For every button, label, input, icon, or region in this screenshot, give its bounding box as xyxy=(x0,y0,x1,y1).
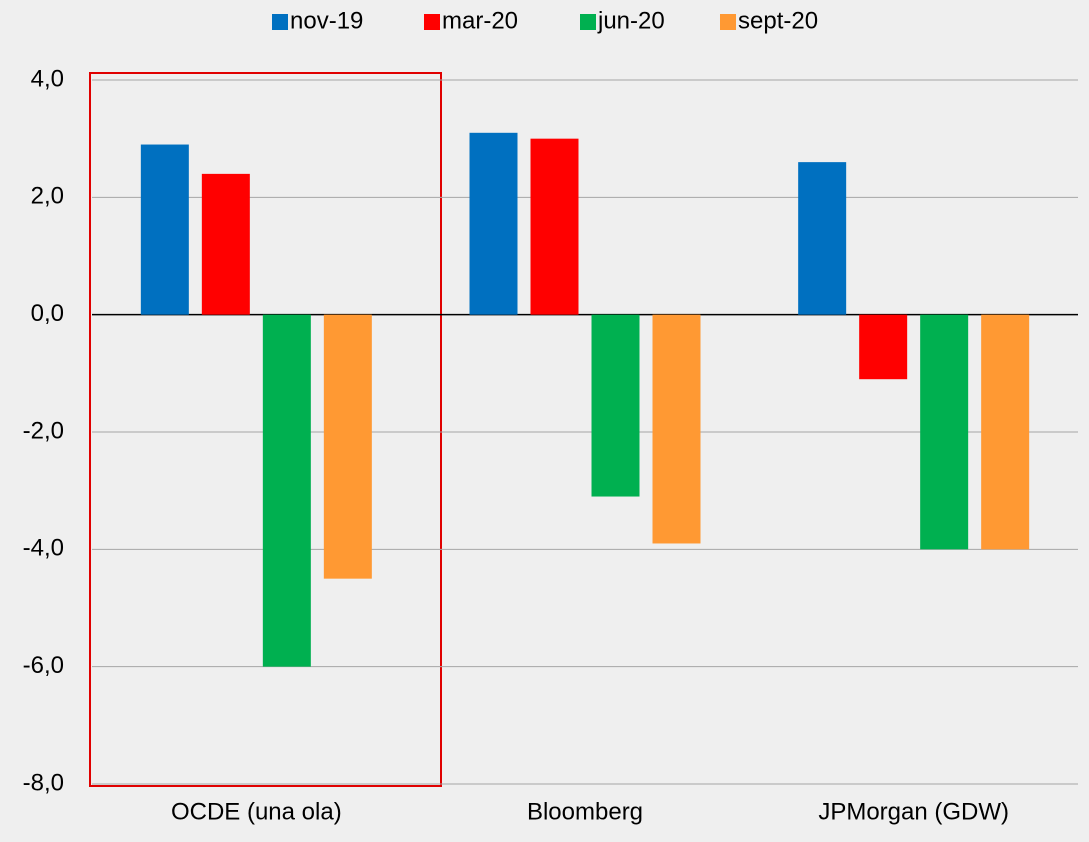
bar xyxy=(323,314,372,579)
highlight-box xyxy=(89,72,442,787)
x-tick-label: JPMorgan (GDW) xyxy=(818,798,1009,825)
bar xyxy=(530,138,579,315)
y-tick-label: 0,0 xyxy=(31,300,64,327)
bar xyxy=(981,314,1030,550)
bar xyxy=(798,162,847,315)
y-tick-label: -6,0 xyxy=(23,652,64,679)
bar xyxy=(920,314,969,550)
bar xyxy=(140,144,189,315)
legend-label: jun-20 xyxy=(597,7,665,34)
x-tick-label: OCDE (una ola) xyxy=(171,798,342,825)
bar xyxy=(859,314,908,380)
legend-label: nov-19 xyxy=(290,7,363,34)
legend-label: mar-20 xyxy=(442,7,518,34)
bar xyxy=(469,132,518,315)
y-tick-label: -2,0 xyxy=(23,417,64,444)
legend-label: sept-20 xyxy=(738,7,818,34)
y-tick-label: 2,0 xyxy=(31,183,64,210)
bar xyxy=(591,314,640,497)
legend-swatch xyxy=(580,14,596,30)
bar xyxy=(262,314,311,667)
x-tick-label: Bloomberg xyxy=(527,798,643,825)
legend-swatch xyxy=(424,14,440,30)
bar xyxy=(652,314,701,544)
bar xyxy=(201,173,250,315)
y-tick-label: -8,0 xyxy=(23,769,64,796)
y-tick-label: 4,0 xyxy=(31,65,64,92)
legend-swatch xyxy=(720,14,736,30)
legend-swatch xyxy=(272,14,288,30)
y-tick-label: -4,0 xyxy=(23,535,64,562)
